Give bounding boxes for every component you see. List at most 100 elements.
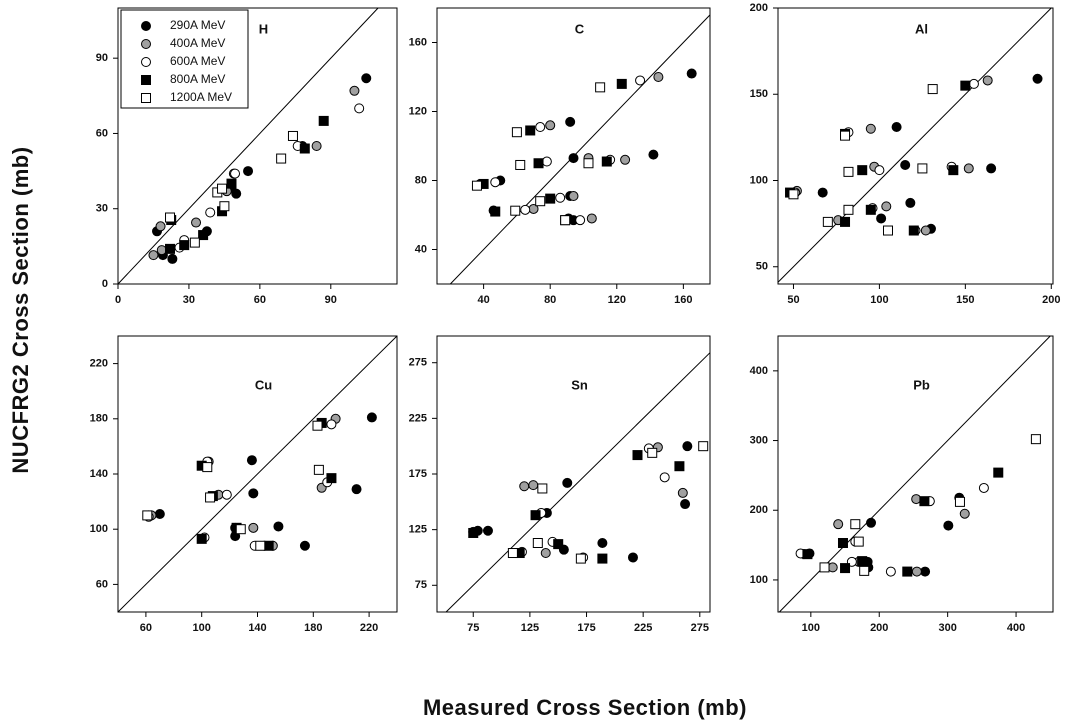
- point: [595, 82, 606, 93]
- point: [840, 563, 851, 574]
- point: [586, 213, 597, 224]
- point: [515, 159, 526, 170]
- point: [620, 154, 631, 165]
- x-tick-label: 150: [956, 294, 974, 306]
- point: [677, 487, 688, 498]
- point: [287, 130, 298, 141]
- point: [819, 562, 830, 573]
- point: [205, 207, 216, 218]
- point: [575, 553, 586, 564]
- y-tick-label: 30: [96, 203, 108, 215]
- point: [1030, 434, 1041, 445]
- point: [917, 163, 928, 174]
- point: [221, 489, 232, 500]
- x-tick-label: 100: [870, 294, 888, 306]
- y-tick-label: 120: [409, 105, 427, 117]
- point: [905, 197, 916, 208]
- y-tick-label: 200: [750, 504, 768, 516]
- point: [840, 130, 851, 141]
- x-tick-label: 60: [254, 294, 266, 306]
- point: [865, 123, 876, 134]
- point: [857, 165, 868, 176]
- x-tick-label: 160: [674, 294, 692, 306]
- point: [142, 510, 153, 521]
- point: [680, 499, 691, 510]
- point: [511, 127, 522, 138]
- legend-marker: [141, 57, 151, 67]
- point: [843, 166, 854, 177]
- point: [802, 549, 813, 560]
- point: [601, 156, 612, 167]
- panel: 60 100 140 180 220 60 100 140 180 220 Cu: [90, 335, 398, 634]
- point: [575, 215, 586, 226]
- x-tick-label: 100: [193, 622, 211, 634]
- point: [156, 245, 167, 256]
- point: [698, 441, 709, 452]
- legend: 290A MeV 400A MeV 600A MeV 800A MeV 1200A Me…: [120, 9, 249, 109]
- identity-line: [117, 7, 379, 285]
- legend-label: 1200A MeV: [170, 90, 232, 104]
- y-tick-label: 180: [90, 413, 108, 425]
- point: [490, 177, 501, 188]
- point: [653, 72, 664, 82]
- x-tick-label: 400: [1007, 622, 1025, 634]
- point: [853, 536, 864, 547]
- y-tick-label: 400: [750, 365, 768, 377]
- point: [318, 115, 329, 126]
- y-tick-label: 60: [96, 127, 108, 139]
- point: [540, 548, 551, 559]
- point: [148, 250, 159, 261]
- point: [968, 78, 979, 89]
- point: [632, 450, 643, 461]
- x-tick-label: 40: [477, 294, 489, 306]
- point: [354, 103, 365, 114]
- point: [326, 473, 337, 484]
- point: [954, 496, 965, 507]
- y-tick-label: 90: [96, 52, 108, 64]
- point: [568, 191, 579, 202]
- point: [978, 482, 989, 493]
- point: [217, 183, 228, 194]
- x-tick-label: 225: [634, 622, 652, 634]
- x-tick-label: 50: [787, 294, 799, 306]
- point: [366, 412, 377, 423]
- x-tick-label: 120: [608, 294, 626, 306]
- point: [840, 216, 851, 227]
- point: [891, 122, 902, 133]
- point: [219, 201, 230, 212]
- point: [326, 419, 337, 430]
- point: [520, 204, 531, 215]
- point: [920, 566, 931, 577]
- y-axis-label: NUCFRG2 Cross Section (mb): [8, 146, 33, 473]
- point: [299, 143, 310, 154]
- point: [165, 212, 176, 223]
- point: [276, 153, 287, 164]
- point: [541, 156, 552, 167]
- y-tick-label: 140: [90, 468, 108, 480]
- point: [827, 562, 838, 573]
- point: [919, 496, 930, 507]
- point: [263, 540, 274, 551]
- y-tick-label: 275: [409, 357, 427, 369]
- point: [874, 165, 885, 176]
- point: [948, 165, 959, 176]
- point: [911, 494, 922, 505]
- y-tick-label: 100: [90, 523, 108, 535]
- point: [361, 73, 372, 84]
- point: [648, 149, 659, 160]
- point: [273, 521, 284, 532]
- point: [235, 524, 246, 535]
- point: [616, 78, 627, 89]
- point: [255, 540, 266, 551]
- x-tick-label: 125: [521, 622, 539, 634]
- panel: 50 100 150 200 50 100 150 200 Al: [750, 2, 1061, 306]
- identity-line: [117, 335, 398, 613]
- y-tick-label: 60: [96, 578, 108, 590]
- point: [881, 201, 892, 212]
- point: [202, 462, 213, 473]
- point: [920, 225, 931, 236]
- y-tick-label: 125: [409, 524, 427, 536]
- point: [482, 525, 493, 536]
- point: [833, 519, 844, 530]
- point: [535, 122, 546, 133]
